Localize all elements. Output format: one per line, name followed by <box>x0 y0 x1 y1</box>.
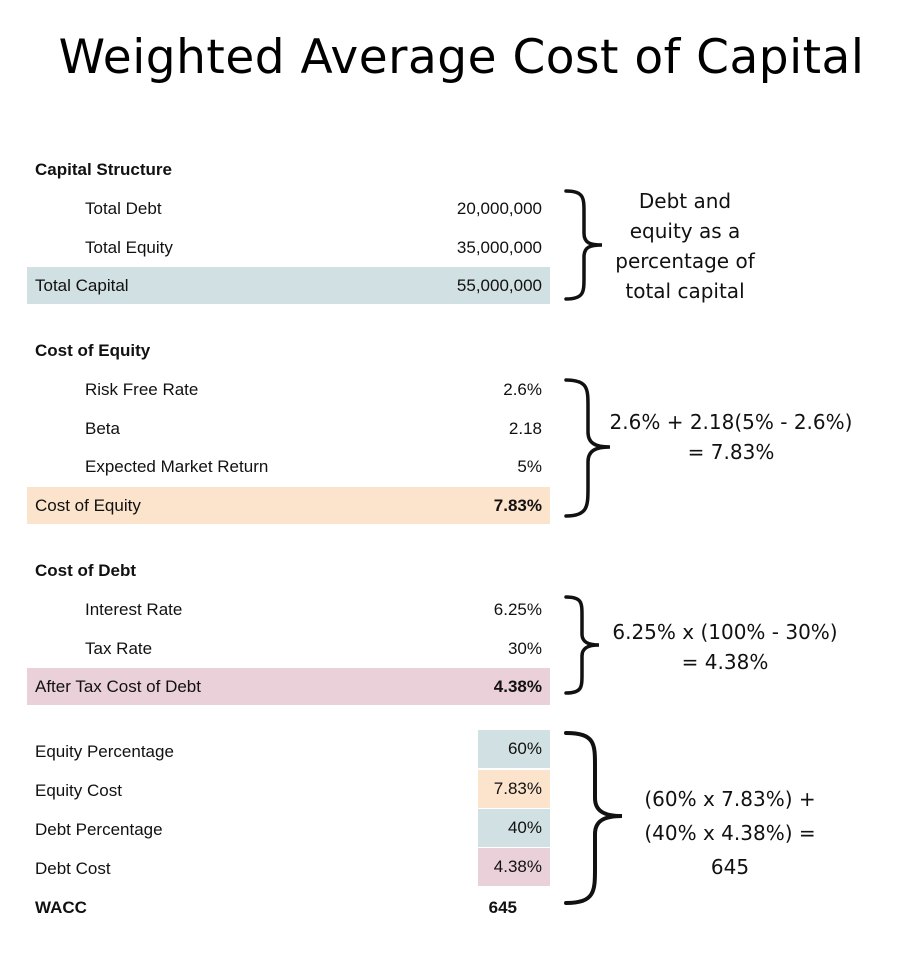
row-label: After Tax Cost of Debt <box>35 677 201 696</box>
row-label: Total Capital <box>35 276 129 295</box>
note-line: (40% x 4.38%) = <box>644 821 816 845</box>
brace-icon <box>564 731 623 905</box>
wacc-label: WACC <box>35 898 87 917</box>
note-line: = 4.38% <box>681 650 769 674</box>
note-line: 2.6% + 2.18(5% - 2.6%) <box>609 410 853 434</box>
table-row: Total Equity 35,000,000 <box>27 229 550 266</box>
row-value: 30% <box>507 639 542 658</box>
row-label: Expected Market Return <box>85 457 269 476</box>
equity-percentage-label: Equity Percentage <box>35 742 174 761</box>
note-line: (60% x 7.83%) + <box>644 787 816 811</box>
note-line: 6.25% x (100% - 30%) <box>612 620 838 644</box>
cell-value: 4.38% <box>493 857 542 876</box>
row-label: Cost of Equity <box>35 496 141 515</box>
row-value: 20,000,000 <box>456 199 542 218</box>
equity-note: 2.6% + 2.18(5% - 2.6%) = 7.83% <box>600 407 862 467</box>
cost-of-equity-row: Cost of Equity 7.83% <box>27 487 550 524</box>
row-label: Tax Rate <box>85 639 153 658</box>
row-value: 2.6% <box>503 380 542 399</box>
table-row: Beta 2.18 <box>27 410 550 447</box>
row-value: 4.38% <box>493 677 542 696</box>
note-line: 645 <box>710 855 750 879</box>
capital-structure-header: Capital Structure <box>35 160 172 179</box>
debt-percentage-label: Debt Percentage <box>35 820 163 839</box>
row-label: Risk Free Rate <box>85 380 199 399</box>
cell-value: 7.83% <box>493 779 542 798</box>
equity-cost-cell: 7.83% <box>478 770 550 808</box>
note-line: Debt and <box>638 189 732 213</box>
brace-icon <box>564 378 611 518</box>
table-row: Total Debt 20,000,000 <box>27 190 550 227</box>
cell-value: 60% <box>507 739 542 758</box>
table-row: Risk Free Rate 2.6% <box>27 371 550 408</box>
after-tax-cost-of-debt-row: After Tax Cost of Debt 4.38% <box>27 668 550 705</box>
debt-note: 6.25% x (100% - 30%) = 4.38% <box>600 617 850 677</box>
debt-cost-label: Debt Cost <box>35 859 111 878</box>
table-row: Interest Rate 6.25% <box>27 591 550 628</box>
row-label: Beta <box>85 419 120 438</box>
row-label: Total Equity <box>85 238 173 257</box>
equity-cost-label: Equity Cost <box>35 781 122 800</box>
row-value: 55,000,000 <box>456 276 542 295</box>
note-line: = 7.83% <box>687 440 775 464</box>
brace-icon <box>564 189 603 301</box>
cell-value: 40% <box>507 818 542 837</box>
total-capital-row: Total Capital 55,000,000 <box>27 267 550 304</box>
cost-of-equity-header: Cost of Equity <box>35 341 151 360</box>
wacc-value: 645 <box>488 898 517 917</box>
row-label: Interest Rate <box>85 600 183 619</box>
debt-cost-cell: 4.38% <box>478 848 550 886</box>
row-value: 5% <box>517 457 542 476</box>
equity-percentage-cell: 60% <box>478 730 550 768</box>
row-label: Total Debt <box>85 199 162 218</box>
wacc-note: (60% x 7.83%) + (40% x 4.38%) = 645 <box>620 782 840 884</box>
note-line: percentage of <box>615 249 755 273</box>
row-value: 2.18 <box>508 419 542 438</box>
capital-note: Debt and equity as a percentage of total… <box>600 186 770 306</box>
brace-icon <box>564 595 600 695</box>
page-title: Weighted Average Cost of Capital <box>58 30 865 85</box>
row-value: 6.25% <box>493 600 542 619</box>
table-row: Tax Rate 30% <box>27 630 550 667</box>
row-value: 35,000,000 <box>456 238 542 257</box>
row-value: 7.83% <box>493 496 542 515</box>
table-row: Expected Market Return 5% <box>27 448 550 485</box>
note-line: total capital <box>625 279 745 303</box>
debt-percentage-cell: 40% <box>478 809 550 847</box>
cost-of-debt-header: Cost of Debt <box>35 561 137 580</box>
note-line: equity as a <box>629 219 741 243</box>
